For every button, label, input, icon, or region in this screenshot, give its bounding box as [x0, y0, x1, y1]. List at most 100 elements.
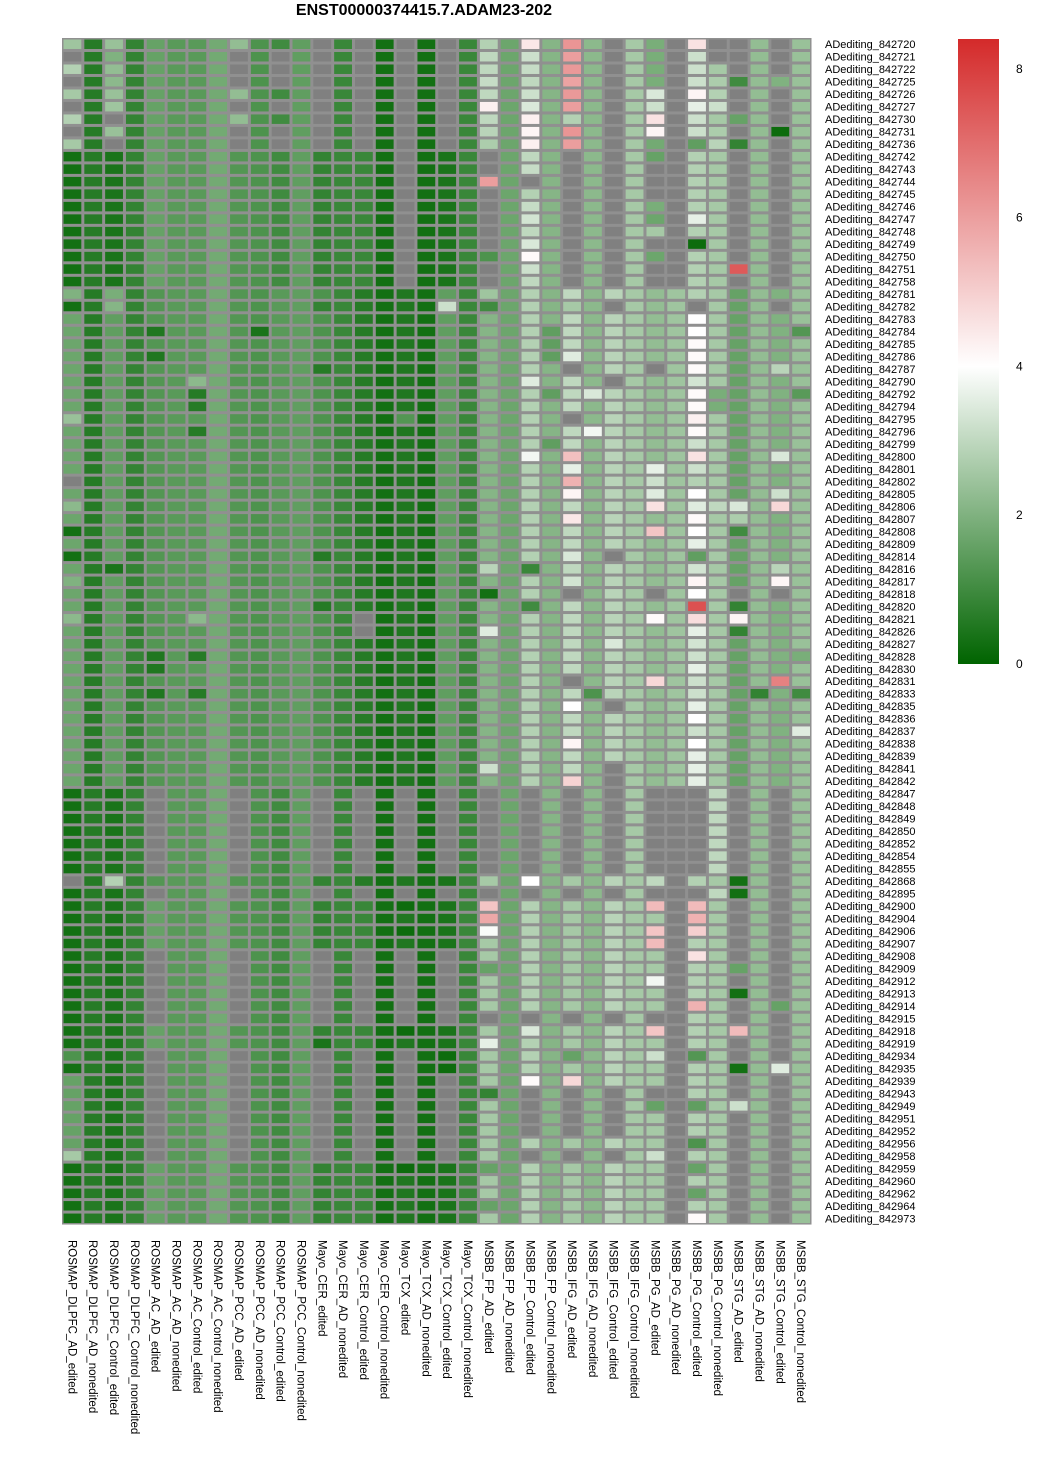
heatmap-cell: [438, 1088, 457, 1099]
heatmap-cell: [84, 1151, 103, 1161]
row-label: ADediting_842855: [825, 864, 916, 876]
heatmap-cell: [750, 401, 769, 412]
heatmap-cell: [646, 1188, 665, 1199]
heatmap-cell: [646, 576, 665, 587]
heatmap-cell: [625, 589, 644, 599]
heatmap-cell: [271, 1088, 290, 1099]
column-label: MSBB_PG_Control_edited: [690, 1240, 702, 1377]
heatmap-cell: [500, 651, 519, 661]
heatmap-cell: [292, 139, 311, 149]
heatmap-cell: [563, 1188, 581, 1199]
heatmap-cell: [188, 726, 207, 736]
heatmap-cell: [604, 264, 623, 274]
heatmap-cell: [84, 651, 103, 661]
heatmap-cell: [563, 151, 581, 162]
heatmap-cell: [750, 551, 769, 562]
heatmap-cell: [688, 264, 706, 274]
heatmap-cell: [708, 439, 727, 449]
heatmap-cell: [146, 838, 165, 849]
heatmap-cell: [646, 39, 665, 49]
heatmap-cell: [459, 713, 477, 724]
heatmap-cell: [63, 938, 82, 949]
heatmap-cell: [271, 401, 290, 412]
heatmap-cell: [292, 751, 311, 761]
heatmap-cell: [250, 1126, 269, 1136]
heatmap-cell: [354, 226, 373, 237]
heatmap-cell: [708, 601, 727, 612]
row-label: ADediting_842839: [825, 751, 916, 763]
heatmap-cell: [500, 838, 519, 849]
heatmap-cell: [750, 664, 769, 674]
heatmap-cell: [354, 863, 373, 874]
heatmap-cell: [396, 913, 415, 924]
heatmap-cell: [688, 1051, 706, 1061]
heatmap-cell: [292, 414, 311, 424]
heatmap-cell: [625, 189, 644, 199]
heatmap-cell: [771, 76, 790, 87]
heatmap-cell: [146, 888, 165, 899]
heatmap-cell: [792, 888, 811, 899]
heatmap-cell: [500, 701, 519, 711]
heatmap-cell: [688, 639, 706, 649]
heatmap-cell: [479, 1026, 498, 1036]
heatmap-cell: [604, 776, 623, 786]
heatmap-cell: [729, 539, 748, 549]
heatmap-cell: [584, 1076, 602, 1086]
heatmap-cell: [167, 1026, 186, 1036]
heatmap-cell: [438, 601, 457, 612]
heatmap-cell: [667, 639, 686, 649]
heatmap-cell: [146, 1176, 165, 1186]
heatmap-cell: [750, 926, 769, 936]
heatmap-cell: [188, 1038, 207, 1049]
heatmap-cell: [729, 1038, 748, 1049]
heatmap-cell: [417, 51, 436, 62]
heatmap-cell: [292, 326, 311, 337]
heatmap-cell: [105, 1101, 123, 1111]
heatmap-cell: [479, 751, 498, 761]
heatmap-cell: [354, 926, 373, 936]
heatmap-cell: [167, 688, 186, 699]
heatmap-cell: [584, 39, 602, 49]
heatmap-cell: [292, 1051, 311, 1061]
heatmap-cell: [230, 189, 248, 199]
heatmap-cell: [167, 501, 186, 512]
heatmap-cell: [230, 526, 248, 537]
heatmap-cell: [209, 326, 228, 337]
heatmap-cell: [604, 1163, 623, 1174]
heatmap-cell: [230, 614, 248, 624]
heatmap-cell: [792, 1151, 811, 1161]
heatmap-cell: [105, 863, 123, 874]
heatmap-cell: [542, 763, 561, 774]
heatmap-cell: [708, 414, 727, 424]
heatmap-cell: [230, 901, 248, 911]
column-label: ROSMAP_AC_Control_nonedited: [211, 1240, 223, 1413]
heatmap-cell: [84, 639, 103, 649]
heatmap-cell: [479, 564, 498, 574]
heatmap-cell: [334, 326, 352, 337]
heatmap-cell: [334, 389, 352, 399]
heatmap-cell: [459, 901, 477, 911]
heatmap-cell: [125, 901, 144, 911]
heatmap-cell: [396, 1001, 415, 1011]
heatmap-cell: [438, 614, 457, 624]
heatmap-cell: [396, 1138, 415, 1149]
heatmap-cell: [563, 39, 581, 49]
heatmap-cell: [292, 1101, 311, 1111]
heatmap-cell: [500, 626, 519, 637]
heatmap-cell: [313, 651, 332, 661]
heatmap-cell: [354, 851, 373, 861]
heatmap-cell: [417, 776, 436, 786]
heatmap-cell: [771, 1026, 790, 1036]
column-label: ROSMAP_PCC_Control_nonedited: [294, 1240, 306, 1421]
heatmap-cell: [750, 751, 769, 761]
heatmap-cell: [63, 751, 82, 761]
heatmap-cell: [479, 276, 498, 287]
heatmap-cell: [230, 713, 248, 724]
heatmap-cell: [354, 1051, 373, 1061]
heatmap-cell: [521, 639, 540, 649]
heatmap-cell: [667, 938, 686, 949]
heatmap-cell: [292, 1038, 311, 1049]
heatmap-cell: [334, 888, 352, 899]
heatmap-cell: [396, 289, 415, 299]
heatmap-cell: [646, 389, 665, 399]
